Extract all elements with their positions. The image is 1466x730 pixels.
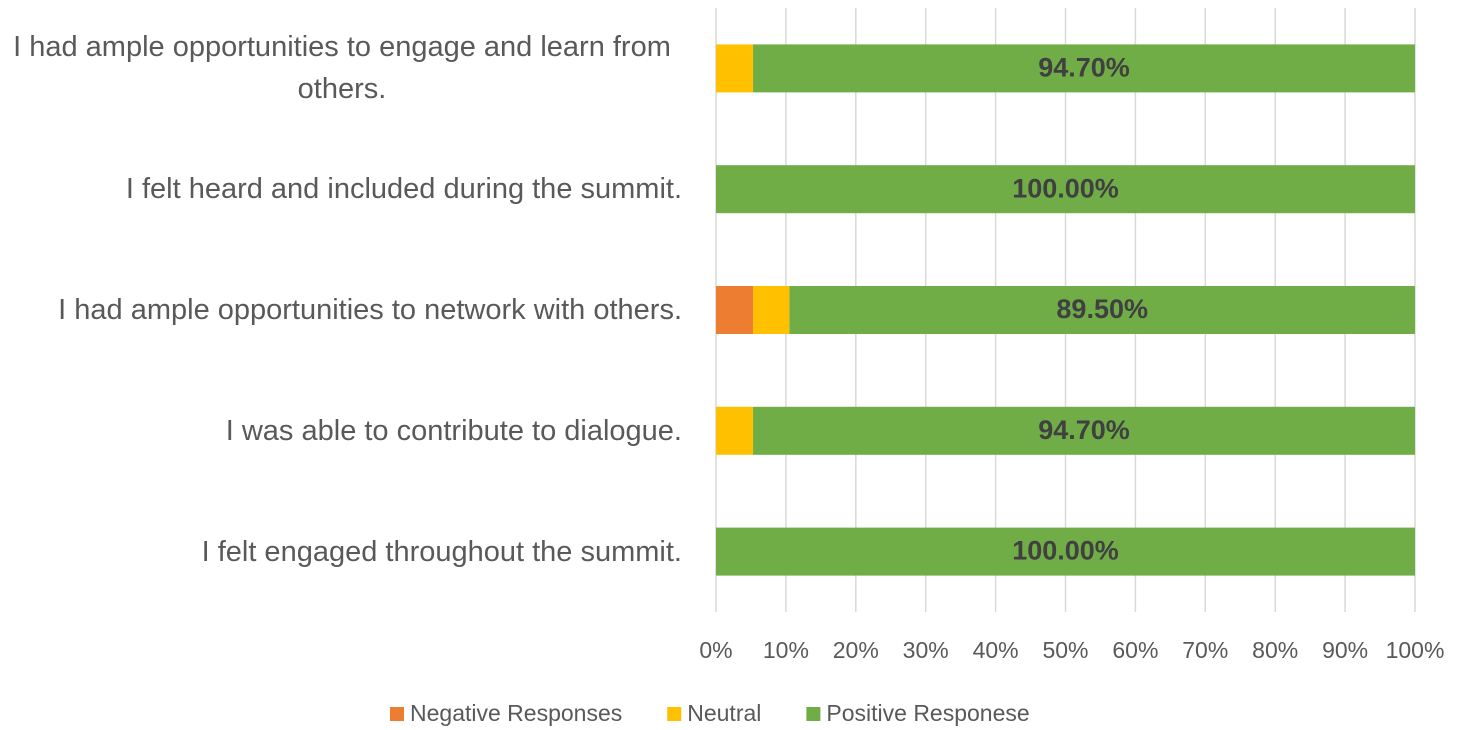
x-tick-label: 90%: [1322, 637, 1368, 663]
x-tick-label: 50%: [1042, 637, 1088, 663]
bar-segment: [753, 406, 1415, 455]
bar-segment: [789, 286, 1415, 334]
x-tick-label: 70%: [1182, 637, 1228, 663]
legend-label: Negative Responses: [410, 700, 622, 726]
data-label: 94.70%: [1038, 415, 1130, 445]
category-label: I had ample opportunities to network wit…: [58, 294, 682, 326]
legend-swatch: [390, 707, 404, 721]
data-label: 94.70%: [1038, 53, 1130, 83]
bar-segment: [716, 527, 1415, 576]
category-label: I was able to contribute to dialogue.: [225, 414, 682, 447]
x-tick-label: 0%: [699, 637, 732, 663]
legend-label: Positive Responese: [826, 700, 1029, 726]
x-tick-label: 10%: [763, 637, 809, 663]
bar-segment: [716, 44, 754, 93]
bar-segment: [716, 406, 754, 455]
x-tick-label: 30%: [903, 637, 949, 663]
x-tick-label: 100%: [1386, 637, 1445, 663]
x-tick-label: 80%: [1252, 637, 1298, 663]
x-tick-label: 60%: [1112, 637, 1158, 663]
category-label: I felt engaged throughout the summit.: [201, 535, 682, 568]
bar-segment: [753, 286, 790, 334]
x-tick-label: 40%: [973, 637, 1019, 663]
bar-segment: [716, 165, 1415, 214]
x-tick-label: 20%: [833, 637, 879, 663]
bar-segment: [753, 44, 1415, 93]
data-label: 89.50%: [1056, 294, 1148, 324]
data-label: 100.00%: [1012, 173, 1119, 203]
legend-swatch: [667, 707, 682, 721]
category-label: I felt heard and included during the sum…: [125, 173, 682, 206]
category-label: I had ample opportunities to engage and …: [13, 31, 671, 106]
legend-swatch: [806, 707, 821, 721]
bar-segment: [716, 286, 754, 334]
legend-label: Neutral: [687, 700, 761, 726]
data-label: 100.00%: [1012, 536, 1119, 566]
